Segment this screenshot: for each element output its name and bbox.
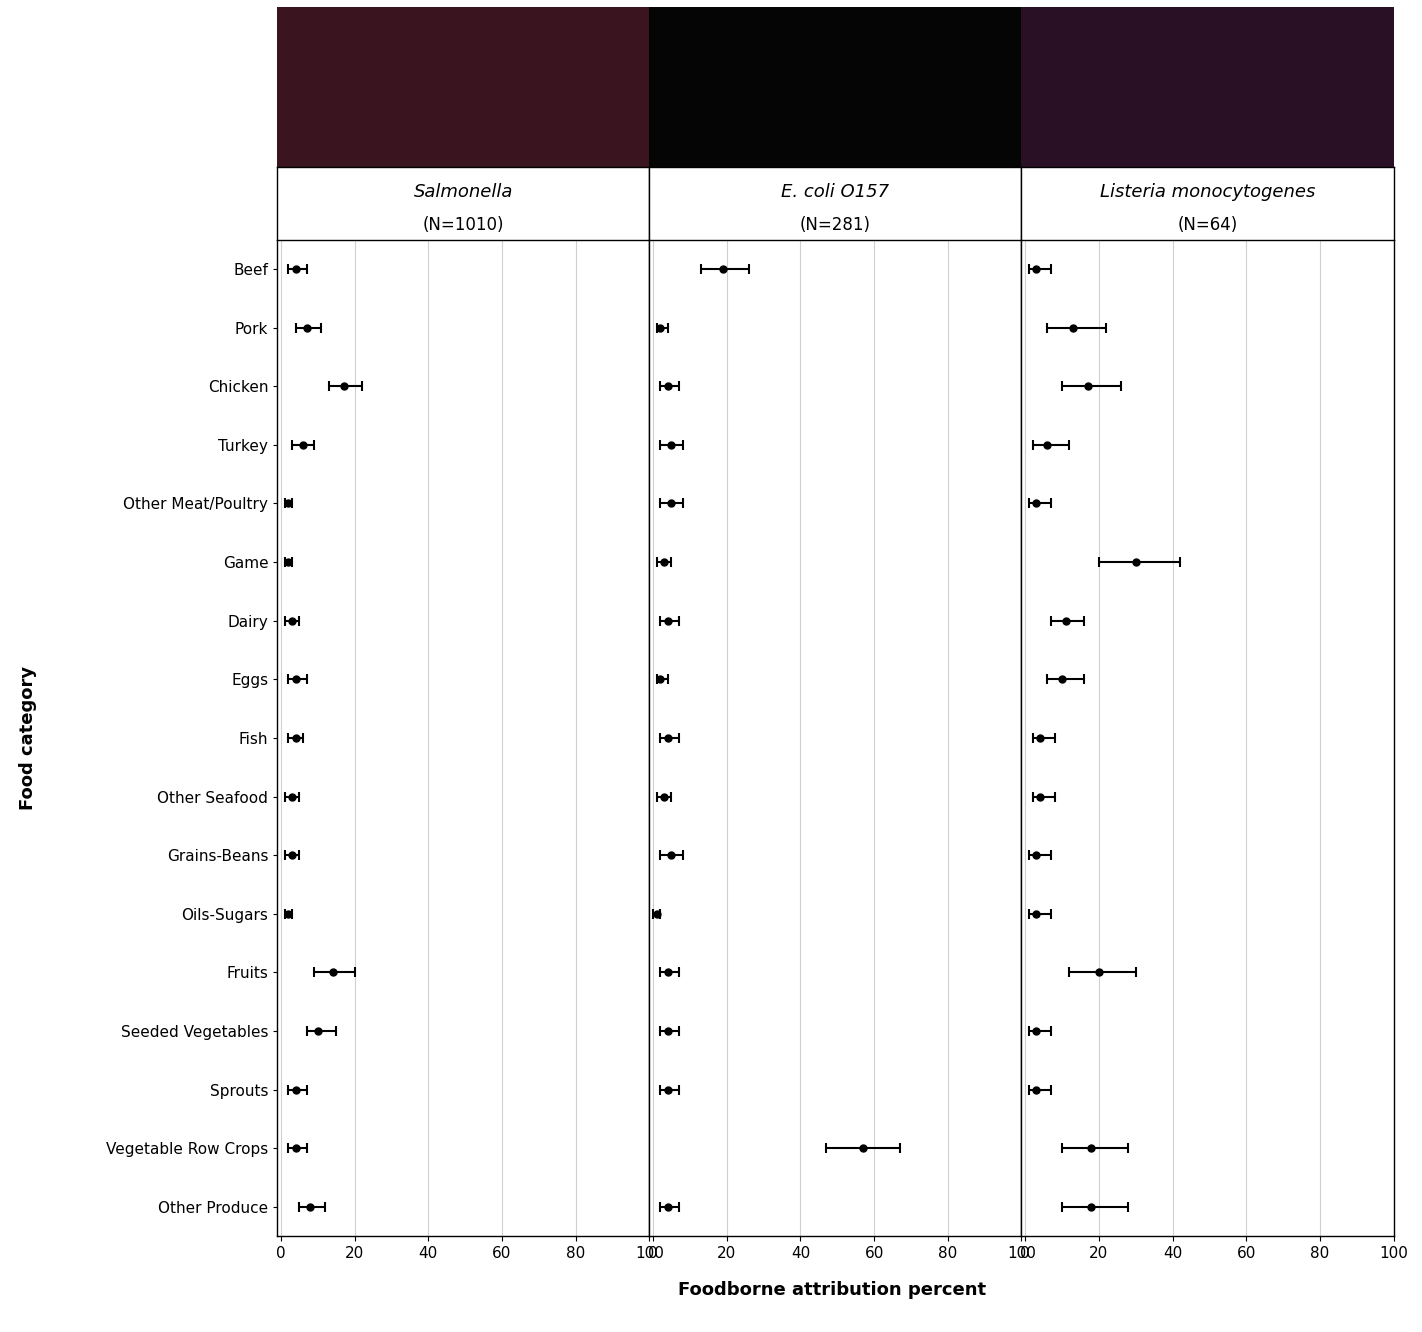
Text: (N=1010): (N=1010): [422, 216, 503, 234]
Text: Food category: Food category: [20, 666, 37, 810]
Text: Listeria monocytogenes: Listeria monocytogenes: [1099, 182, 1315, 201]
Text: Foodborne attribution percent: Foodborne attribution percent: [678, 1280, 985, 1299]
Text: E. coli O157: E. coli O157: [781, 182, 890, 201]
Text: (N=281): (N=281): [801, 216, 870, 234]
Text: Salmonella: Salmonella: [414, 182, 513, 201]
Text: (N=64): (N=64): [1177, 216, 1237, 234]
